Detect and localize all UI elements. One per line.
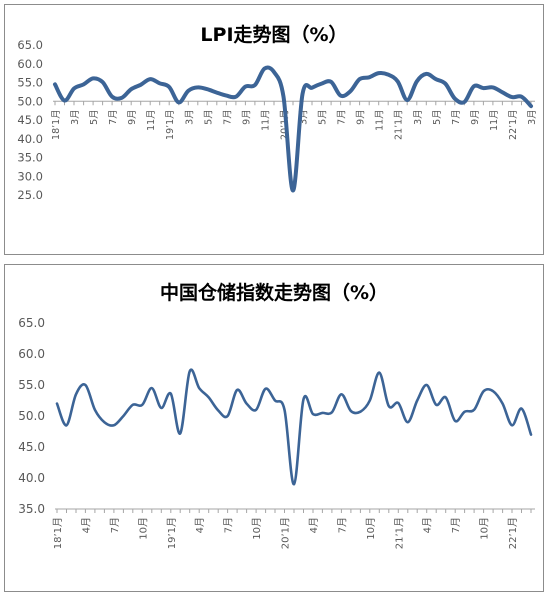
lpi-chart: LPI走势图（%） 65.0 60.0 55.0 50.0 45.0 40.0 35.0 30…: [17, 23, 538, 202]
lpi-x-tick-label: 3月: [299, 109, 310, 125]
warehouse-x-tick-label: 20’1月: [280, 517, 292, 549]
warehouse-x-tick-label: 7月: [336, 517, 348, 533]
lpi-x-tick-label: 7月: [108, 109, 119, 125]
warehouse-x-tick-label: 19’1月: [166, 517, 178, 549]
lpi-y-tick-label: 60.0: [17, 57, 43, 71]
lpi-y-tick-label: 25.0: [17, 188, 43, 202]
warehouse-y-tick-label: 60.0: [18, 347, 45, 361]
lpi-y-tick-label: 55.0: [17, 76, 43, 90]
warehouse-x-tick-label: 22’1月: [507, 517, 519, 549]
lpi-x-tick-label: 11月: [489, 109, 500, 131]
warehouse-x-tick-label: 4月: [422, 517, 434, 533]
warehouse-chart-title: 中国仓储指数走势图（%）: [160, 281, 388, 304]
warehouse-y-tick-label: 35.0: [18, 502, 45, 516]
lpi-series-line: [53, 65, 533, 193]
lpi-x-tick-label: 5月: [432, 109, 443, 125]
lpi-x-tick-label: 9月: [241, 109, 252, 125]
lpi-y-tick-label: 50.0: [17, 94, 43, 108]
warehouse-y-tick-label: 40.0: [18, 471, 45, 485]
warehouse-chart: 中国仓储指数走势图（%） 65.0 60.0 55.0 50.0 45.0 40.0 35.…: [18, 281, 535, 549]
lpi-x-tick-label: 5月: [203, 109, 214, 125]
lpi-x-tick-label: 5月: [89, 109, 100, 125]
lpi-x-tick-label: 19’1月: [165, 109, 176, 140]
warehouse-x-tick-label: 7月: [109, 517, 121, 533]
lpi-x-tick-label: 5月: [318, 109, 329, 125]
lpi-x-tick-label: 9月: [356, 109, 367, 125]
warehouse-x-tick-label: 4月: [194, 517, 206, 533]
warehouse-y-tick-label: 55.0: [18, 378, 45, 392]
lpi-x-tick-label: 9月: [127, 109, 138, 125]
warehouse-x-tick-label: 10月: [251, 517, 263, 540]
lpi-x-tick-label: 9月: [470, 109, 481, 125]
lpi-x-tick-label: 7月: [451, 109, 462, 125]
lpi-x-tick-label: 3月: [70, 109, 81, 125]
warehouse-x-tick-label: 7月: [450, 517, 462, 533]
lpi-x-tick-label: 3月: [413, 109, 424, 125]
lpi-y-tick-label: 35.0: [17, 151, 43, 165]
warehouse-y-tick-label: 50.0: [18, 409, 45, 423]
warehouse-x-tick-label: 7月: [223, 517, 235, 533]
lpi-x-tick-label: 18’1月: [51, 109, 62, 140]
lpi-x-tick-label: 22’1月: [508, 109, 519, 140]
warehouse-series-line: [55, 368, 533, 486]
warehouse-x-tick-label: 10月: [365, 517, 377, 540]
lpi-x-tick-label: 7月: [222, 109, 233, 125]
lpi-y-tick-label: 40.0: [17, 132, 43, 146]
warehouse-x-tick-label: 10月: [479, 517, 491, 540]
warehouse-x-tick-label: 4月: [80, 517, 92, 533]
warehouse-x-tick-label: 18’1月: [52, 517, 64, 549]
warehouse-x-tick-label: 4月: [308, 517, 320, 533]
lpi-y-tick-label: 45.0: [17, 113, 43, 127]
lpi-y-tick-label: 30.0: [17, 169, 43, 183]
warehouse-chart-panel: 中国仓储指数走势图（%） 65.0 60.0 55.0 50.0 45.0 40.0 35.…: [4, 264, 544, 592]
warehouse-y-tick-label: 65.0: [18, 316, 45, 330]
lpi-x-tick-label: 11月: [146, 109, 157, 131]
warehouse-x-tick-label: 10月: [137, 517, 149, 540]
lpi-x-tick-label: 3月: [527, 109, 538, 125]
warehouse-x-tick-label: 21’1月: [393, 517, 405, 549]
lpi-chart-panel: LPI走势图（%） 65.0 60.0 55.0 50.0 45.0 40.0 35.0 30…: [4, 4, 544, 255]
lpi-x-tick-label: 21’1月: [394, 109, 405, 140]
lpi-chart-title: LPI走势图（%）: [200, 23, 347, 46]
lpi-x-tick-label: 11月: [375, 109, 386, 131]
lpi-x-tick-label: 7月: [337, 109, 348, 125]
warehouse-y-tick-label: 45.0: [18, 440, 45, 454]
lpi-x-tick-label: 3月: [184, 109, 195, 125]
lpi-x-tick-label: 11月: [260, 109, 271, 131]
lpi-y-tick-label: 65.0: [17, 38, 43, 52]
